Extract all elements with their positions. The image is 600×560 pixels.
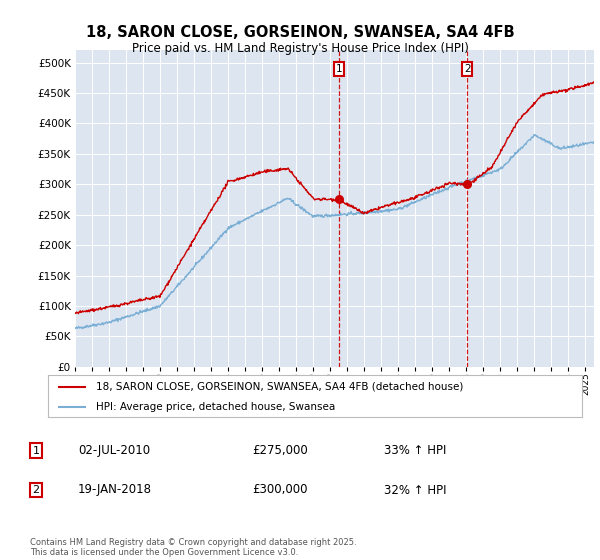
Text: 32% ↑ HPI: 32% ↑ HPI (384, 483, 446, 497)
Text: £300,000: £300,000 (252, 483, 308, 497)
Text: 18, SARON CLOSE, GORSEINON, SWANSEA, SA4 4FB: 18, SARON CLOSE, GORSEINON, SWANSEA, SA4… (86, 25, 514, 40)
Text: 18, SARON CLOSE, GORSEINON, SWANSEA, SA4 4FB (detached house): 18, SARON CLOSE, GORSEINON, SWANSEA, SA4… (96, 382, 463, 392)
Text: HPI: Average price, detached house, Swansea: HPI: Average price, detached house, Swan… (96, 402, 335, 412)
Text: Contains HM Land Registry data © Crown copyright and database right 2025.
This d: Contains HM Land Registry data © Crown c… (30, 538, 356, 557)
Text: 1: 1 (32, 446, 40, 456)
Text: 2: 2 (464, 64, 470, 74)
Text: 02-JUL-2010: 02-JUL-2010 (78, 444, 150, 458)
Text: Price paid vs. HM Land Registry's House Price Index (HPI): Price paid vs. HM Land Registry's House … (131, 42, 469, 55)
Text: 33% ↑ HPI: 33% ↑ HPI (384, 444, 446, 458)
Text: £275,000: £275,000 (252, 444, 308, 458)
Text: 19-JAN-2018: 19-JAN-2018 (78, 483, 152, 497)
Text: 1: 1 (335, 64, 342, 74)
Text: 2: 2 (32, 485, 40, 495)
